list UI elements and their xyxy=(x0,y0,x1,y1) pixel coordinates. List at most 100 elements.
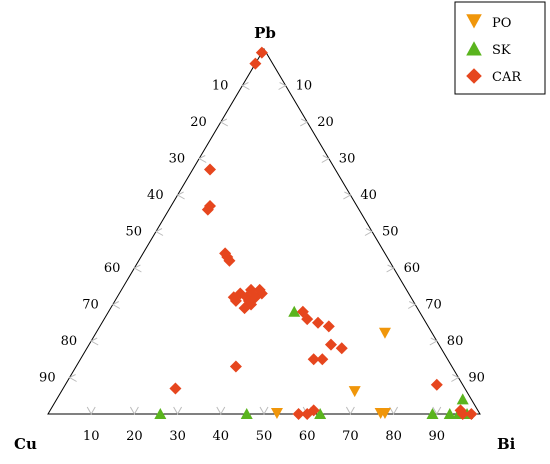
point-car xyxy=(204,163,216,176)
tick-label-right: 60 xyxy=(404,261,421,276)
tick-mark-right xyxy=(299,118,309,127)
legend: PO SK CAR xyxy=(454,1,546,95)
tick-label-bottom: 70 xyxy=(342,429,359,444)
tick-label-bottom: 30 xyxy=(169,429,186,444)
tick-label-left: 30 xyxy=(169,152,186,167)
tick-mark-right xyxy=(364,228,374,236)
tick-label-left: 70 xyxy=(82,298,99,313)
legend-label-sk: SK xyxy=(492,43,511,58)
point-sk xyxy=(443,408,456,419)
tick-mark-left xyxy=(154,228,164,236)
point-car xyxy=(335,342,348,355)
tick-label-bottom: 10 xyxy=(83,429,100,444)
tick-mark-bottom xyxy=(432,406,442,416)
tick-mark-bottom xyxy=(129,406,139,416)
point-po xyxy=(270,408,283,419)
tick-mark-left xyxy=(198,155,207,163)
point-car xyxy=(307,404,320,417)
tick-label-right: 40 xyxy=(360,188,377,203)
tick-mark-right xyxy=(343,191,352,200)
point-car xyxy=(324,338,337,351)
legend-marker-po xyxy=(466,14,482,29)
tick-mark-left xyxy=(133,264,142,273)
point-sk xyxy=(456,393,469,405)
series-po xyxy=(270,327,391,419)
tick-label-bottom: 90 xyxy=(429,429,446,444)
tick-mark-left xyxy=(68,374,77,382)
legend-marker-sk xyxy=(466,41,482,56)
tick-label-bottom: 50 xyxy=(256,429,273,444)
tick-mark-bottom xyxy=(216,406,226,416)
tick-mark-right xyxy=(451,374,460,382)
tick-label-right: 70 xyxy=(425,298,442,313)
point-car xyxy=(223,254,236,267)
legend-label-po: PO xyxy=(492,16,511,31)
vertex-label-left: Cu xyxy=(14,435,37,453)
tick-label-left: 80 xyxy=(61,334,78,349)
ternary-triangle xyxy=(47,48,481,415)
tick-mark-left xyxy=(90,337,99,346)
point-sk xyxy=(154,408,167,419)
point-car xyxy=(238,302,251,315)
point-car xyxy=(253,283,266,296)
tick-label-bottom: 40 xyxy=(213,429,230,444)
point-car xyxy=(204,199,216,212)
tick-labels: 10 10 10 20 20 20 30 30 30 40 40 40 50 50 50 60 60 60 70 70… xyxy=(39,79,485,445)
tick-mark-right xyxy=(386,264,395,273)
vertex-label-right: Bi xyxy=(497,435,516,453)
point-car xyxy=(307,353,320,366)
point-car xyxy=(249,57,262,70)
tick-label-left: 10 xyxy=(212,79,229,94)
tick-label-right: 80 xyxy=(447,334,464,349)
tick-mark-bottom xyxy=(173,406,183,416)
point-sk xyxy=(314,408,327,419)
tick-mark-right xyxy=(321,155,330,163)
point-car xyxy=(169,382,182,395)
tick-label-right: 10 xyxy=(296,79,313,94)
tick-label-bottom: 60 xyxy=(299,429,316,444)
point-car xyxy=(292,408,305,420)
data-points xyxy=(154,46,478,420)
tick-label-bottom: 20 xyxy=(126,429,143,444)
point-car xyxy=(430,378,443,391)
tick-mark-left xyxy=(176,191,185,200)
point-car xyxy=(301,313,314,326)
tick-label-left: 90 xyxy=(39,371,56,386)
point-car xyxy=(456,408,469,420)
point-car xyxy=(322,320,335,333)
point-po xyxy=(378,408,391,419)
tick-mark-right xyxy=(278,82,287,90)
series-car xyxy=(169,46,478,420)
tick-mark-bottom xyxy=(345,406,355,416)
tick-label-left: 20 xyxy=(190,115,207,130)
tick-mark-bottom xyxy=(389,406,399,416)
tick-marks xyxy=(68,82,460,416)
tick-mark-bottom xyxy=(86,406,96,416)
tick-label-right: 90 xyxy=(468,371,485,386)
tick-label-bottom: 80 xyxy=(385,429,402,444)
point-sk xyxy=(288,305,301,317)
point-po xyxy=(378,327,391,339)
tick-label-left: 60 xyxy=(104,261,121,276)
legend-label-car: CAR xyxy=(492,70,522,85)
point-car xyxy=(312,316,324,329)
tick-mark-left xyxy=(219,118,229,127)
tick-mark-right xyxy=(429,337,438,346)
point-sk xyxy=(240,408,253,419)
tick-mark-left xyxy=(111,301,121,309)
tick-label-right: 50 xyxy=(382,225,399,240)
point-car xyxy=(229,360,242,373)
tick-label-right: 20 xyxy=(317,115,334,130)
tick-mark-bottom xyxy=(259,406,269,416)
point-po xyxy=(348,386,361,398)
point-car xyxy=(227,291,240,304)
point-car xyxy=(316,353,329,366)
vertex-label-top: Pb xyxy=(254,24,276,42)
point-car xyxy=(255,46,268,59)
point-sk xyxy=(426,408,439,419)
tick-mark-left xyxy=(241,82,250,90)
tick-label-left: 50 xyxy=(125,225,142,240)
tick-mark-right xyxy=(407,301,417,309)
